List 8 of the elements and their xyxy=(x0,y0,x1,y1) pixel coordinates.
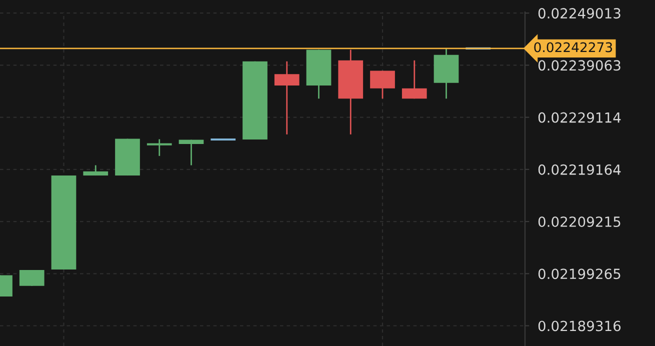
y-tick-label: 0.02249013 xyxy=(538,8,620,19)
ref-line-label: 0.02242273 xyxy=(534,42,612,52)
y-tick-label: 0.02189316 xyxy=(538,320,621,332)
y-tick-label: 0.02199265 xyxy=(538,268,620,280)
y-tick-label: 0.02239063 xyxy=(538,60,620,71)
y-tick-label: 0.02219164 xyxy=(538,164,621,175)
y-tick-label: 0.02209215 xyxy=(538,216,620,228)
y-tick-label: 0.02229114 xyxy=(538,112,621,123)
